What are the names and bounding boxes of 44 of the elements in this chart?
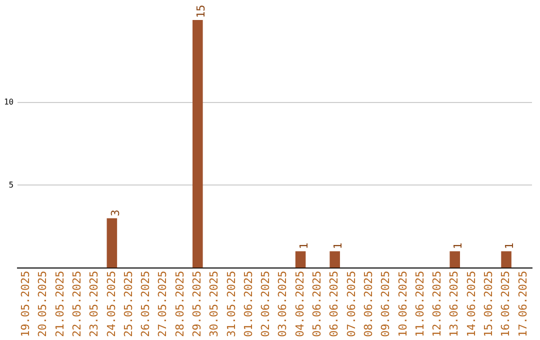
bar [330,251,340,268]
x-tick-label: 11.06.2025 [413,270,426,338]
x-tick-label: 31.05.2025 [224,270,238,338]
x-tick-label: 20.05.2025 [36,270,50,338]
x-tick-label: 27.05.2025 [156,270,170,338]
x-tick-label: 24.05.2025 [104,270,118,338]
x-tick-label: 12.06.2025 [430,270,444,338]
data-label: 15 [194,4,208,18]
bar [106,218,118,268]
x-tick-label: 22.05.2025 [70,270,84,338]
data-label: 1 [332,242,345,250]
data-label: 1 [452,242,465,250]
x-tick-label: 30.05.2025 [208,270,221,338]
bar [450,251,460,268]
x-tick-label: 03.06.2025 [276,270,290,338]
x-tick-label: 16.06.2025 [499,270,512,338]
bar [501,251,512,268]
x-tick-label: 04.06.2025 [293,270,306,338]
y-tick-label: 10 [4,98,14,107]
bar [295,251,306,268]
x-tick-label: 10.06.2025 [396,270,410,338]
x-tick-label: 28.05.2025 [173,270,186,338]
x-tick-label: 14.06.2025 [464,270,478,338]
x-tick-label: 07.06.2025 [344,270,358,338]
x-tick-label: 02.06.2025 [259,270,272,338]
y-tick-label: 5 [8,180,14,190]
x-tick-label: 01.06.2025 [242,270,255,338]
x-tick-label: 19.05.2025 [19,270,32,338]
x-tick-label: 23.05.2025 [88,270,101,338]
x-tick-label: 17.06.2025 [516,270,530,338]
x-tick-label: 05.06.2025 [310,270,324,338]
data-label: 1 [503,242,516,250]
x-tick-label: 26.05.2025 [139,270,152,338]
x-tick-label: 09.06.2025 [379,270,392,338]
x-tick-label: 13.06.2025 [448,270,461,338]
x-tick-label: 29.05.2025 [190,270,204,338]
data-label: 1 [297,242,310,250]
x-tick-label: 06.06.2025 [328,270,341,338]
x-tick-label: 15.06.2025 [482,270,495,338]
data-label: 3 [108,210,122,216]
x-tick-label: 21.05.2025 [53,270,66,338]
bar [192,20,203,268]
x-tick-label: 08.06.2025 [362,270,375,338]
x-tick-label: 25.05.2025 [122,270,135,338]
